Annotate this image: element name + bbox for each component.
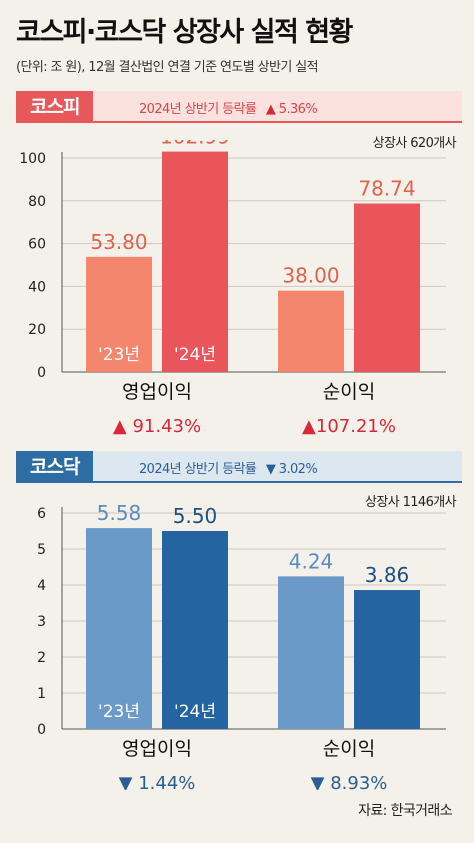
change-value: 1.44% xyxy=(132,773,195,790)
y-tick-label: 3 xyxy=(37,614,46,630)
y-tick-label: 100 xyxy=(19,151,46,167)
data-label: 5.50 xyxy=(173,504,218,528)
change-value: 91.43% xyxy=(127,416,201,437)
category-label: 영업이익 xyxy=(122,381,192,403)
bar xyxy=(278,576,344,729)
kosdaq-rate-arrow-icon: ▼ xyxy=(265,462,276,477)
y-tick-label: 0 xyxy=(37,722,46,738)
page-title: 코스피·코스닥 상장사 실적 현황 xyxy=(16,17,353,48)
data-label: 3.86 xyxy=(365,563,410,587)
y-tick-label: 0 xyxy=(37,365,46,381)
page-subtitle: (단위: 조 원), 12월 결산법인 연결 기준 연도별 상반기 실적 xyxy=(16,60,319,75)
kospi-count: 상장사 620개사 xyxy=(372,136,457,151)
kospi-rate-arrow-icon: ▲ xyxy=(265,102,276,117)
kospi-tag: 코스피 xyxy=(16,91,94,123)
change-label: ▼ 8.93% xyxy=(311,773,388,790)
bar xyxy=(86,256,152,372)
y-tick-label: 2 xyxy=(37,650,46,666)
series-label: '23년 xyxy=(98,702,140,722)
y-tick-label: 20 xyxy=(28,322,46,338)
bar xyxy=(162,531,228,729)
bar xyxy=(354,590,420,729)
up-arrow-icon: ▲ xyxy=(113,416,127,437)
y-tick-label: 1 xyxy=(37,686,46,702)
change-label: ▲107.21% xyxy=(302,416,396,437)
up-arrow-icon: ▲ xyxy=(302,416,316,437)
series-label: '23년 xyxy=(98,345,140,365)
bar xyxy=(86,528,152,729)
kosdaq-rate-value: 3.02% xyxy=(278,462,318,477)
y-tick-label: 6 xyxy=(37,506,46,522)
kospi-rate-label: 2024년 상반기 등락률 xyxy=(139,102,257,117)
down-arrow-icon: ▼ xyxy=(311,773,325,790)
change-label: ▲ 91.43% xyxy=(113,416,201,437)
y-tick-label: 80 xyxy=(28,194,46,210)
data-label: 78.74 xyxy=(358,176,415,200)
y-tick-label: 5 xyxy=(37,542,46,558)
kosdaq-rate: 2024년 상반기 등락률 ▼ 3.02% xyxy=(139,458,318,477)
data-label: 102.99 xyxy=(160,140,230,149)
category-label: 순이익 xyxy=(323,381,375,403)
kosdaq-header: 코스닥 2024년 상반기 등락률 ▼ 3.02% xyxy=(16,451,462,483)
change-value: 8.93% xyxy=(324,773,387,790)
down-arrow-icon: ▼ xyxy=(119,773,133,790)
kosdaq-divider xyxy=(16,481,462,483)
change-value: 107.21% xyxy=(316,416,396,437)
source-note: 자료: 한국거래소 xyxy=(358,803,453,819)
series-label: '24년 xyxy=(174,345,216,365)
change-label: ▼ 1.44% xyxy=(119,773,196,790)
data-label: 53.80 xyxy=(90,230,147,254)
kosdaq-tag: 코스닥 xyxy=(16,451,94,483)
bar xyxy=(278,290,344,372)
bar xyxy=(162,151,228,372)
kospi-rate: 2024년 상반기 등락률 ▲ 5.36% xyxy=(139,98,318,117)
y-tick-label: 4 xyxy=(37,578,46,594)
kosdaq-rate-label: 2024년 상반기 등락률 xyxy=(139,462,257,477)
kosdaq-count: 상장사 1146개사 xyxy=(364,495,457,510)
bar xyxy=(354,203,420,372)
category-label: 순이익 xyxy=(323,738,375,760)
kospi-header: 코스피 2024년 상반기 등락률 ▲ 5.36% xyxy=(16,91,462,123)
data-label: 4.24 xyxy=(289,549,334,573)
data-label: 38.00 xyxy=(282,264,339,288)
y-tick-label: 60 xyxy=(28,237,46,253)
kospi-rate-value: 5.36% xyxy=(278,102,318,117)
category-label: 영업이익 xyxy=(122,738,192,760)
kospi-divider xyxy=(16,121,462,123)
data-label: 5.58 xyxy=(97,501,142,525)
y-tick-label: 40 xyxy=(28,279,46,295)
series-label: '24년 xyxy=(174,702,216,722)
